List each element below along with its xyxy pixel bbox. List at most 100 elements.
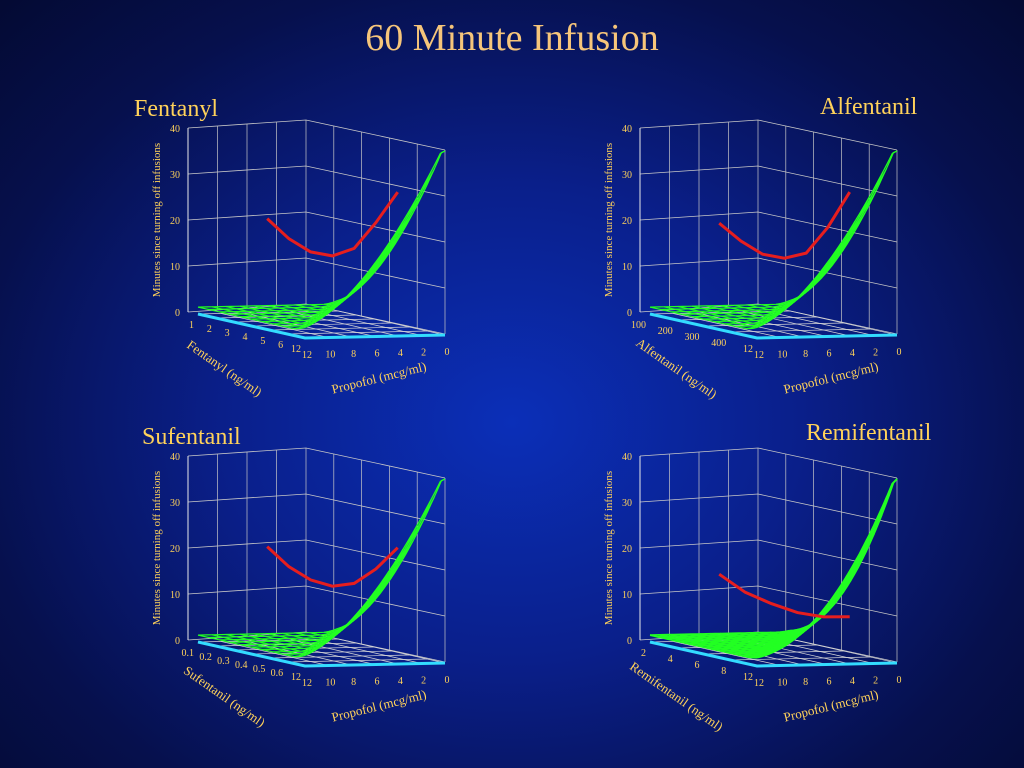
- surface-line: [749, 558, 858, 640]
- z-gridline: [639, 119, 898, 151]
- z-axis-title: Minutes since turning off infusions: [151, 471, 163, 625]
- x-axis-title: Propofol (mcg/ml): [330, 687, 428, 725]
- floor-gridline: [673, 641, 781, 666]
- surface-line: [649, 306, 758, 330]
- z-tick-label: 0: [627, 308, 632, 319]
- z-gridline: [639, 447, 898, 479]
- slide-title: 60 Minute Infusion: [365, 17, 659, 59]
- back-walls: 0 10 20 30 40: [622, 447, 898, 663]
- surface-line: [323, 499, 432, 634]
- x-tick-label: 8: [803, 677, 808, 688]
- z-tick-label: 40: [170, 452, 180, 463]
- chart-title: Alfentanil: [820, 94, 918, 120]
- z-tick-label: 20: [170, 544, 180, 555]
- y-tick-label: 4: [243, 332, 248, 343]
- surface-line: [337, 478, 446, 629]
- y-tick-label: 0.6: [271, 668, 284, 679]
- surface: [649, 478, 898, 668]
- floor-gridline: [337, 638, 446, 664]
- surface-line: [669, 633, 778, 655]
- z-tick-label: 40: [622, 124, 632, 135]
- y-tick-label: 0.4: [235, 660, 248, 671]
- x-tick-label: 0: [445, 347, 450, 358]
- z-tick-label: 30: [170, 498, 180, 509]
- surface-line: [309, 525, 418, 636]
- x-tick-label: 6: [375, 349, 380, 360]
- z-tick-label: 10: [622, 262, 632, 273]
- x-tick-label: 10: [777, 350, 787, 361]
- surface-line: [304, 478, 446, 656]
- z-gridline: [187, 119, 446, 151]
- baseline-curve: [197, 640, 446, 668]
- floor-gridline: [696, 312, 804, 338]
- y-tick-label: 300: [685, 332, 700, 343]
- baseline-curve: [649, 312, 898, 340]
- z-gridline: [187, 257, 446, 289]
- surface: [197, 478, 446, 668]
- surface-line: [225, 633, 334, 652]
- x-tick-label: 4: [398, 348, 403, 359]
- floor-gridline: [291, 311, 399, 337]
- x-tick-label: 0: [897, 347, 902, 358]
- x-tick-label: 12: [302, 678, 312, 689]
- y-axis-title: Alfentanil (ng/ml): [633, 335, 719, 402]
- surface-line: [211, 306, 320, 327]
- surface: [649, 150, 898, 340]
- surface-line: [733, 242, 842, 314]
- z-tick-label: 0: [175, 636, 180, 647]
- x-tick-label: 10: [325, 350, 335, 361]
- x-tick-label: 6: [375, 677, 380, 688]
- y-tick-label: 100: [631, 320, 646, 331]
- surface-line: [719, 262, 828, 316]
- surface-line: [679, 633, 788, 653]
- floor-gridline: [314, 639, 422, 664]
- z-tick-label: 10: [622, 590, 632, 601]
- optimal-curve: [266, 191, 399, 258]
- surface-line: [689, 633, 798, 651]
- chart-title: Sufentanil: [142, 424, 241, 450]
- y-tick-label: 0.1: [182, 648, 195, 659]
- surface-line: [281, 570, 390, 642]
- z-gridline: [639, 165, 898, 197]
- z-tick-label: 10: [170, 590, 180, 601]
- y-tick-label: 6: [278, 340, 283, 351]
- baseline-curve: [649, 640, 898, 668]
- z-axis-title: Minutes since turning off infusions: [151, 143, 163, 297]
- surface-line: [225, 305, 334, 324]
- surface-line: [663, 306, 772, 327]
- x-tick-label: 2: [873, 348, 878, 359]
- y-tick-label: 12: [291, 672, 301, 683]
- y-tick-label: 12: [291, 344, 301, 355]
- z-gridline: [639, 493, 898, 525]
- x-tick-label: 6: [827, 349, 832, 360]
- x-tick-label: 6: [827, 677, 832, 688]
- y-tick-label: 3: [225, 328, 230, 339]
- y-tick-label: 0.5: [253, 664, 265, 675]
- floor-gridline: [244, 312, 352, 338]
- z-gridline: [187, 493, 446, 525]
- floor-gridline: [337, 310, 446, 336]
- baseline-curve: [197, 312, 446, 340]
- y-tick-label: 8: [721, 666, 726, 677]
- surface-line: [309, 197, 418, 308]
- chart-title: Fentanyl: [134, 96, 218, 122]
- surface-line: [267, 262, 376, 316]
- floor-gridline: [789, 310, 898, 336]
- surface-line: [337, 150, 446, 301]
- x-tick-label: 0: [897, 675, 902, 686]
- x-tick-label: 12: [302, 350, 312, 361]
- surface-line: [775, 171, 884, 306]
- floor-gridline: [743, 311, 851, 337]
- y-tick-label: 1: [189, 320, 194, 331]
- z-tick-label: 10: [170, 262, 180, 273]
- surface-line: [789, 150, 898, 301]
- x-tick-label: 4: [850, 348, 855, 359]
- y-tick-label: 2: [207, 324, 212, 335]
